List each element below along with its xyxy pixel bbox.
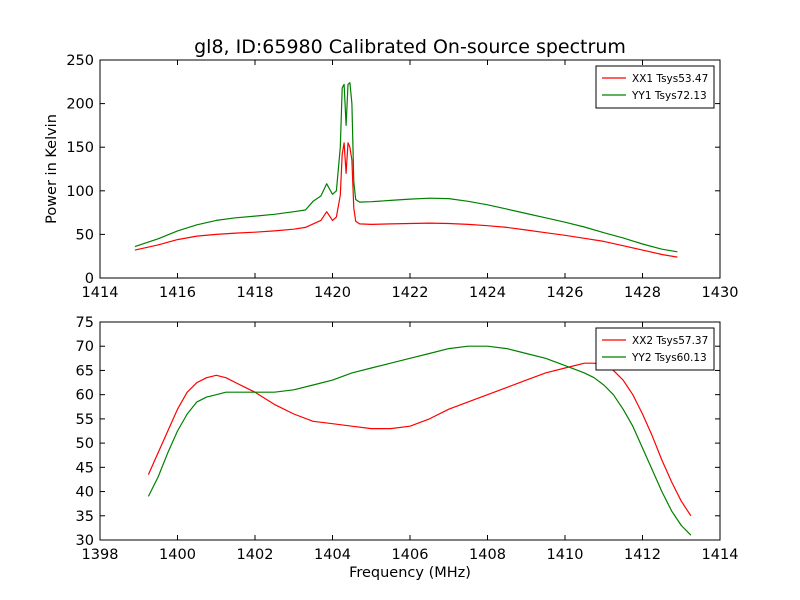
legend: XX2 Tsys57.37 YY2 Tsys60.13 — [595, 327, 715, 371]
x-tick-label: 1404 — [314, 547, 351, 563]
top-spectrum-panel: 1414 1416 1418 1420 1422 1424 1426 1428 1430 0 50 1… — [44, 53, 738, 301]
x-tick-label: 1418 — [237, 285, 274, 301]
y-tick-label: 150 — [66, 140, 94, 156]
series-line-xx2 — [147, 362, 692, 517]
legend-label: XX1 Tsys53.47 — [632, 73, 708, 85]
y-tick-label: 70 — [76, 339, 94, 355]
y-tick-label: 100 — [66, 184, 94, 200]
x-tick-label: 1416 — [159, 285, 196, 301]
legend-box — [595, 327, 715, 371]
x-tick-label: 1428 — [624, 285, 661, 301]
figure-title: gl8, ID:65980 Calibrated On-source spect… — [194, 36, 626, 58]
x-axis-label: Frequency (MHz) — [349, 565, 471, 581]
series-group — [147, 345, 692, 536]
y-tick-label: 60 — [76, 388, 94, 404]
y-tick-label: 55 — [76, 412, 94, 428]
x-tick-label: 1420 — [314, 285, 351, 301]
x-tick-label: 1414 — [702, 547, 739, 563]
x-tick-label: 1408 — [469, 547, 506, 563]
y-tick-label: 0 — [85, 271, 94, 287]
x-tick-label: 1402 — [237, 547, 274, 563]
y-tick-label: 65 — [76, 363, 94, 379]
x-tick-label: 1398 — [82, 547, 119, 563]
series-line-xx1 — [134, 142, 678, 258]
x-tick-label: 1406 — [392, 547, 429, 563]
series-group — [134, 82, 678, 258]
x-tick-label: 1426 — [547, 285, 584, 301]
y-tick-label: 35 — [76, 509, 94, 525]
y-tick-label: 50 — [76, 227, 94, 243]
legend-label: YY2 Tsys60.13 — [631, 352, 707, 364]
y-tick-label: 50 — [76, 436, 94, 452]
legend-label: XX2 Tsys57.37 — [632, 335, 708, 347]
bottom-spectrum-panel: 1398 1400 1402 1404 1406 1408 1410 1412 1414 30 35… — [76, 315, 739, 581]
series-line-yy1 — [134, 82, 678, 253]
y-tick-label: 40 — [76, 485, 94, 501]
x-tick-label: 1400 — [159, 547, 196, 563]
y-tick-label: 75 — [76, 315, 94, 331]
y-tick-label: 200 — [66, 97, 94, 113]
x-tick-label: 1410 — [547, 547, 584, 563]
x-tick-label: 1422 — [392, 285, 429, 301]
x-tick-label: 1412 — [624, 547, 661, 563]
y-axis-label: Power in Kelvin — [44, 114, 60, 224]
legend-label: YY1 Tsys72.13 — [631, 90, 707, 102]
x-tick-label: 1414 — [82, 285, 119, 301]
x-tick-label: 1424 — [469, 285, 506, 301]
y-tick-label: 250 — [66, 53, 94, 69]
y-tick-label: 30 — [76, 533, 94, 549]
series-line-yy2 — [147, 345, 692, 536]
legend: XX1 Tsys53.47 YY1 Tsys72.13 — [595, 65, 715, 109]
y-tick-label: 45 — [76, 460, 94, 476]
legend-box — [595, 65, 715, 109]
x-tick-label: 1430 — [702, 285, 739, 301]
